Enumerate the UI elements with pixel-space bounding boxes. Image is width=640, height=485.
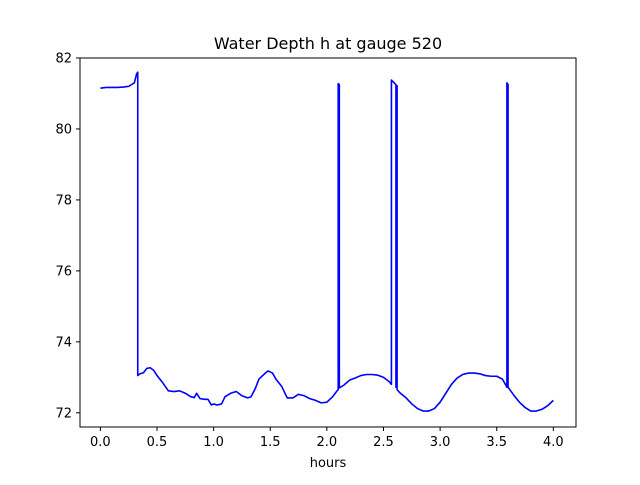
x-tick-label: 0.0 <box>90 435 111 450</box>
x-tick-label: 4.0 <box>543 435 564 450</box>
x-tick-label: 1.0 <box>203 435 224 450</box>
y-tick-label: 82 <box>55 52 72 67</box>
chart-title: Water Depth h at gauge 520 <box>214 34 442 53</box>
x-tick-label: 2.5 <box>373 435 394 450</box>
y-axis: 72 74 76 78 80 82 <box>55 52 80 421</box>
plot-area <box>79 57 577 428</box>
x-tick-label: 3.5 <box>486 435 507 450</box>
series-layer <box>100 71 554 412</box>
x-tick-label: 3.0 <box>430 435 451 450</box>
x-tick-label: 0.5 <box>147 435 168 450</box>
x-tick-label: 2.0 <box>317 435 338 450</box>
y-tick-label: 72 <box>55 406 72 421</box>
y-tick-label: 76 <box>55 264 72 279</box>
x-tick-label: 1.5 <box>260 435 281 450</box>
y-tick-label: 78 <box>55 193 72 208</box>
x-axis: 0.0 0.5 1.0 1.5 2.0 2.5 3.0 3.5 4.0 <box>90 427 564 450</box>
x-axis-label: hours <box>310 456 347 471</box>
series-line <box>100 71 554 412</box>
y-tick-label: 74 <box>55 335 72 350</box>
y-tick-label: 80 <box>55 122 72 137</box>
